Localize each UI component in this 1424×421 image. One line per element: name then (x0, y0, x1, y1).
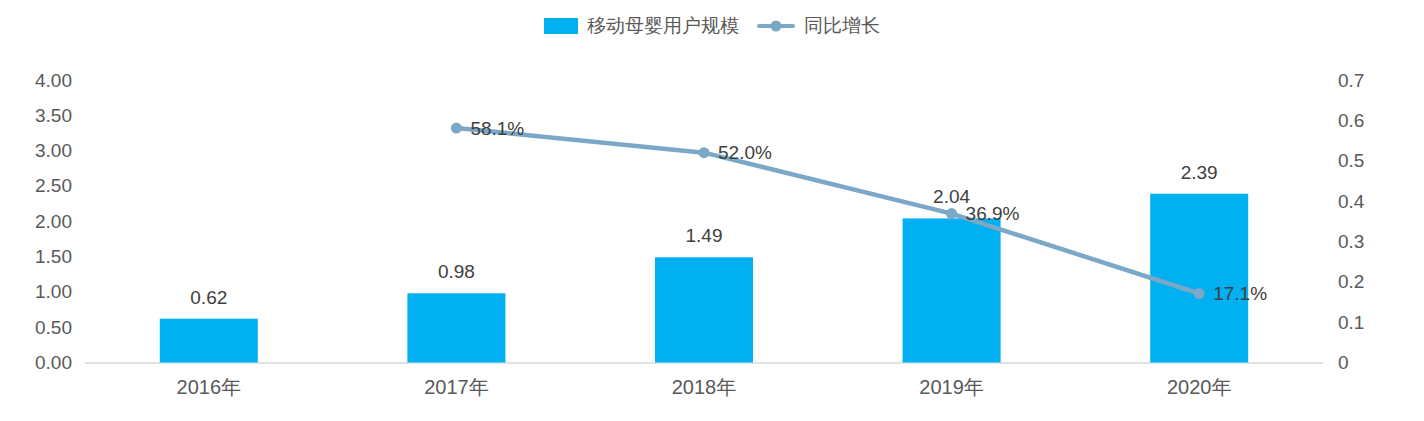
x-axis-category-label: 2016年 (177, 376, 242, 398)
bar (903, 218, 1001, 362)
bar (1150, 194, 1248, 363)
right-axis-tick-label: 0.7 (1338, 70, 1364, 91)
legend-item-bar-series: 移动母婴用户规模 (544, 16, 739, 35)
line-data-label: 17.1% (1213, 283, 1267, 304)
right-axis-tick-label: 0.3 (1338, 231, 1364, 252)
left-axis-tick-label: 3.50 (35, 105, 72, 126)
left-axis-tick-label: 0.00 (35, 352, 72, 373)
bar-series-swatch-icon (544, 18, 578, 34)
x-axis-category-label: 2020年 (1167, 376, 1232, 398)
line-data-label: 58.1% (470, 118, 524, 139)
right-axis-tick-label: 0 (1338, 352, 1349, 373)
line-series-label: 同比增长 (804, 16, 880, 35)
left-axis-tick-label: 1.00 (35, 281, 72, 302)
x-axis-category-label: 2018年 (672, 376, 737, 398)
bar (160, 319, 258, 363)
bar-data-label: 0.98 (438, 261, 475, 282)
bar-data-label: 1.49 (686, 225, 723, 246)
bar-data-label: 2.39 (1181, 162, 1218, 183)
bar-data-label: 0.62 (190, 287, 227, 308)
bar-series-label: 移动母婴用户规模 (587, 16, 739, 35)
combo-chart: 移动母婴用户规模 同比增长 0.000.501.001.502.002.503.… (0, 0, 1424, 421)
right-axis-tick-label: 0.1 (1338, 312, 1364, 333)
line-point-marker (699, 147, 710, 158)
bar (407, 293, 505, 362)
x-axis-category-label: 2017年 (424, 376, 489, 398)
chart-canvas: 0.00 0.50 1.00 1.50 2.00 2.50 3.00 3.50 4.00 0 0.1… (0, 0, 1424, 421)
legend-item-line-series: 同比增长 (757, 16, 880, 35)
right-axis-tick-label: 0.5 (1338, 150, 1364, 171)
left-axis-tick-label: 2.00 (35, 211, 72, 232)
bar (655, 257, 753, 362)
left-axis-tick-label: 0.50 (35, 317, 72, 338)
line-data-label: 36.9% (966, 203, 1020, 224)
right-axis-tick-label: 0.4 (1338, 191, 1365, 212)
line-marker-dot-icon (771, 20, 782, 31)
left-axis-tick-label: 4.00 (35, 70, 72, 91)
left-axis-tick-label: 1.50 (35, 246, 72, 267)
line-data-label: 52.0% (718, 142, 772, 163)
legend: 移动母婴用户规模 同比增长 (0, 16, 1424, 35)
right-axis-tick-label: 0.6 (1338, 110, 1364, 131)
left-axis-tick-label: 3.00 (35, 140, 72, 161)
line-series-marker-icon (757, 24, 795, 28)
left-axis-tick-label: 2.50 (35, 175, 72, 196)
line-series-path (456, 128, 1199, 293)
line-point-marker (946, 208, 957, 219)
x-axis-category-label: 2019年 (919, 376, 984, 398)
line-point-marker (1194, 288, 1205, 299)
line-point-marker (451, 123, 462, 134)
right-axis-tick-label: 0.2 (1338, 271, 1364, 292)
